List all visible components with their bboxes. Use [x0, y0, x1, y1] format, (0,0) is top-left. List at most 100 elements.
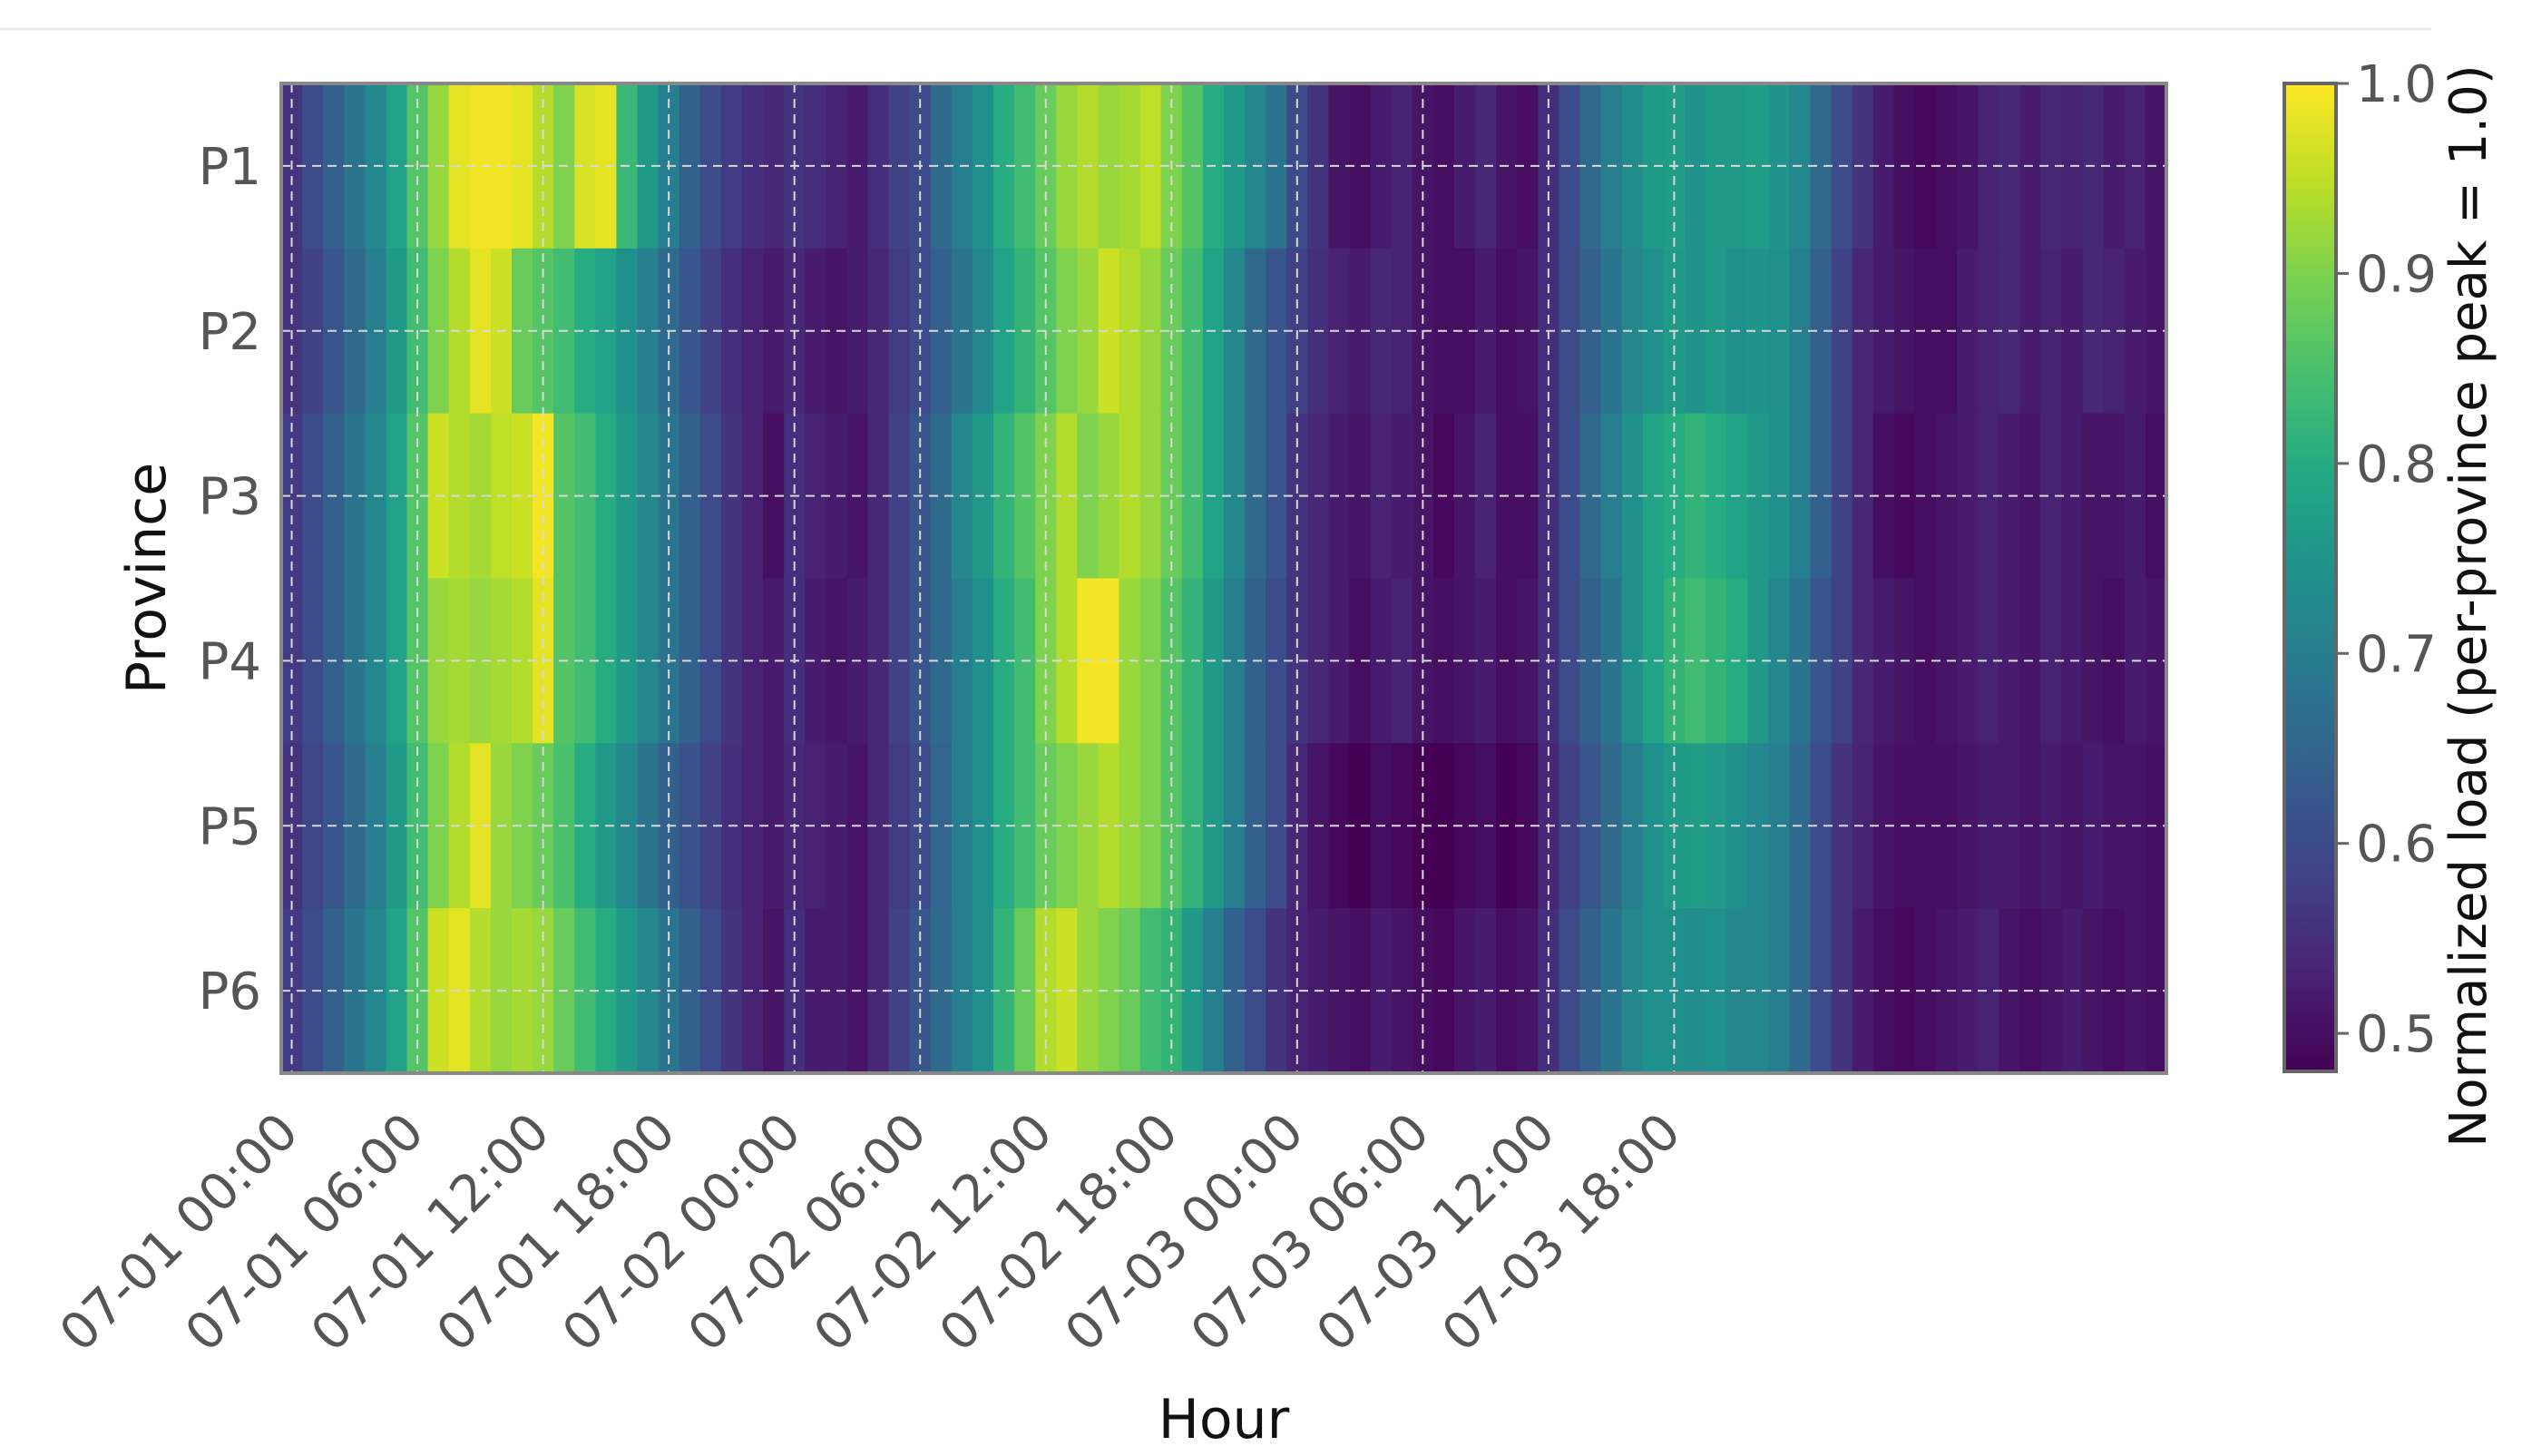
y-tick-label: P6: [199, 963, 261, 1021]
heatmap-cell: [867, 413, 890, 580]
heatmap-cell: [1349, 908, 1372, 1074]
heatmap-cell: [1621, 83, 1644, 249]
heatmap-cell: [867, 578, 890, 744]
heatmap-cell: [1453, 83, 1476, 249]
heatmap-cell: [574, 578, 596, 744]
heatmap-cell: [763, 83, 785, 249]
heatmap-cell: [993, 248, 1015, 415]
heatmap-cell: [1328, 413, 1351, 580]
heatmap-cell: [1098, 248, 1120, 415]
heatmap-cell: [1872, 83, 1895, 249]
heatmap-cell: [1621, 413, 1644, 580]
heatmap-cell: [1872, 908, 1895, 1074]
heatmap-cell: [1224, 743, 1246, 909]
heatmap-cell: [930, 83, 953, 249]
heatmap-cell: [344, 83, 366, 249]
heatmap-cell: [637, 413, 660, 580]
heatmap-cell: [1579, 248, 1602, 415]
heatmap-cell: [1621, 908, 1644, 1074]
heatmap-cell: [2040, 413, 2063, 580]
heatmap-cell: [763, 413, 785, 580]
y-tick-label: P3: [199, 468, 261, 527]
heatmap-cell: [1621, 578, 1644, 744]
colorbar-label: Normalized load (per-province peak = 1.0…: [2439, 64, 2498, 1147]
heatmap-cell: [344, 578, 366, 744]
colorbar-tick-label: 1.0: [2356, 55, 2437, 114]
heatmap-cell: [2040, 578, 2063, 744]
heatmap-cell: [1642, 743, 1665, 909]
heatmap-cell: [805, 908, 826, 1074]
heatmap-cell: [511, 83, 533, 249]
heatmap-cell: [1684, 908, 1706, 1074]
heatmap-cell: [1642, 413, 1665, 580]
heatmap-cell: [637, 743, 660, 909]
heatmap-cell: [1453, 413, 1476, 580]
heatmap-cell: [511, 248, 533, 415]
heatmap-cell: [1978, 413, 1999, 580]
heatmap-cell: [511, 413, 533, 580]
heatmap-cell: [1098, 83, 1120, 249]
heatmap-cell: [2040, 743, 2063, 909]
heatmap-cell: [511, 578, 533, 744]
heatmap-cell: [699, 413, 722, 580]
heatmap-cell: [1056, 413, 1078, 580]
y-tick-label: P5: [199, 797, 261, 856]
heatmap-cell: [1936, 83, 1958, 249]
y-axis-label: Province: [115, 463, 179, 694]
heatmap-cell: [1035, 413, 1057, 580]
heatmap-cell: [1810, 743, 1833, 909]
heatmap-cell: [1747, 908, 1769, 1074]
heatmap-cell: [805, 743, 826, 909]
colorbar-tick-label: 0.5: [2356, 1005, 2437, 1064]
heatmap-cell: [1517, 908, 1539, 1074]
heatmap-cell: [1349, 83, 1372, 249]
heatmap-cell: [930, 743, 953, 909]
heatmap-cell: [699, 908, 722, 1074]
heatmap-cell: [1160, 908, 1183, 1074]
heatmap-cell: [1453, 578, 1476, 744]
heatmap-cell: [1224, 413, 1246, 580]
heatmap-cell: [1621, 743, 1644, 909]
heatmap-cell: [1517, 248, 1539, 415]
heatmap-cell: [1936, 413, 1958, 580]
heatmap-cell: [1391, 248, 1413, 415]
heatmap-cell: [1286, 908, 1308, 1074]
heatmap-cell: [1642, 578, 1665, 744]
heatmap-cell: [1978, 578, 1999, 744]
heatmap-cell: [1914, 578, 1937, 744]
heatmap-cell: [1684, 413, 1706, 580]
y-tick-labels: P1 P2 P3 P4 P5 P6: [199, 138, 261, 1021]
heatmap-cell: [1747, 83, 1769, 249]
heatmap-cell: [1579, 578, 1602, 744]
heatmap-cell: [1224, 908, 1246, 1074]
heatmap-cell: [406, 908, 429, 1074]
heatmap-cell: [1684, 248, 1706, 415]
heatmap-cell: [1579, 743, 1602, 909]
heatmap-cell: [993, 908, 1015, 1074]
colorbar-tick-labels: 0.5 0.6 0.7 0.8 0.9 1.0: [2336, 55, 2437, 1064]
heatmap-cell: [993, 743, 1015, 909]
heatmap-cell: [805, 248, 826, 415]
heatmap-cell: [574, 908, 596, 1074]
heatmap-cell: [1579, 413, 1602, 580]
heatmap-cell: [1328, 908, 1351, 1074]
heatmap-cell: [1517, 578, 1539, 744]
heatmap-cell: [1098, 413, 1120, 580]
heatmap-cell: [805, 578, 826, 744]
heatmap-cell: [1642, 248, 1665, 415]
heatmap-cell: [406, 413, 429, 580]
heatmap-cell: [1098, 908, 1120, 1074]
heatmap-cell: [699, 578, 722, 744]
heatmap-cell: [1621, 248, 1644, 415]
heatmap-cell: [344, 743, 366, 909]
heatmap-cell: [281, 413, 303, 580]
heatmap-cell: [763, 578, 785, 744]
heatmap-cell: [1936, 908, 1958, 1074]
heatmap-cell: [1160, 413, 1183, 580]
heatmap-cell: [1286, 413, 1308, 580]
heatmap-cell: [281, 908, 303, 1074]
heatmap-cell: [1328, 83, 1351, 249]
heatmap-cell: [1328, 578, 1351, 744]
